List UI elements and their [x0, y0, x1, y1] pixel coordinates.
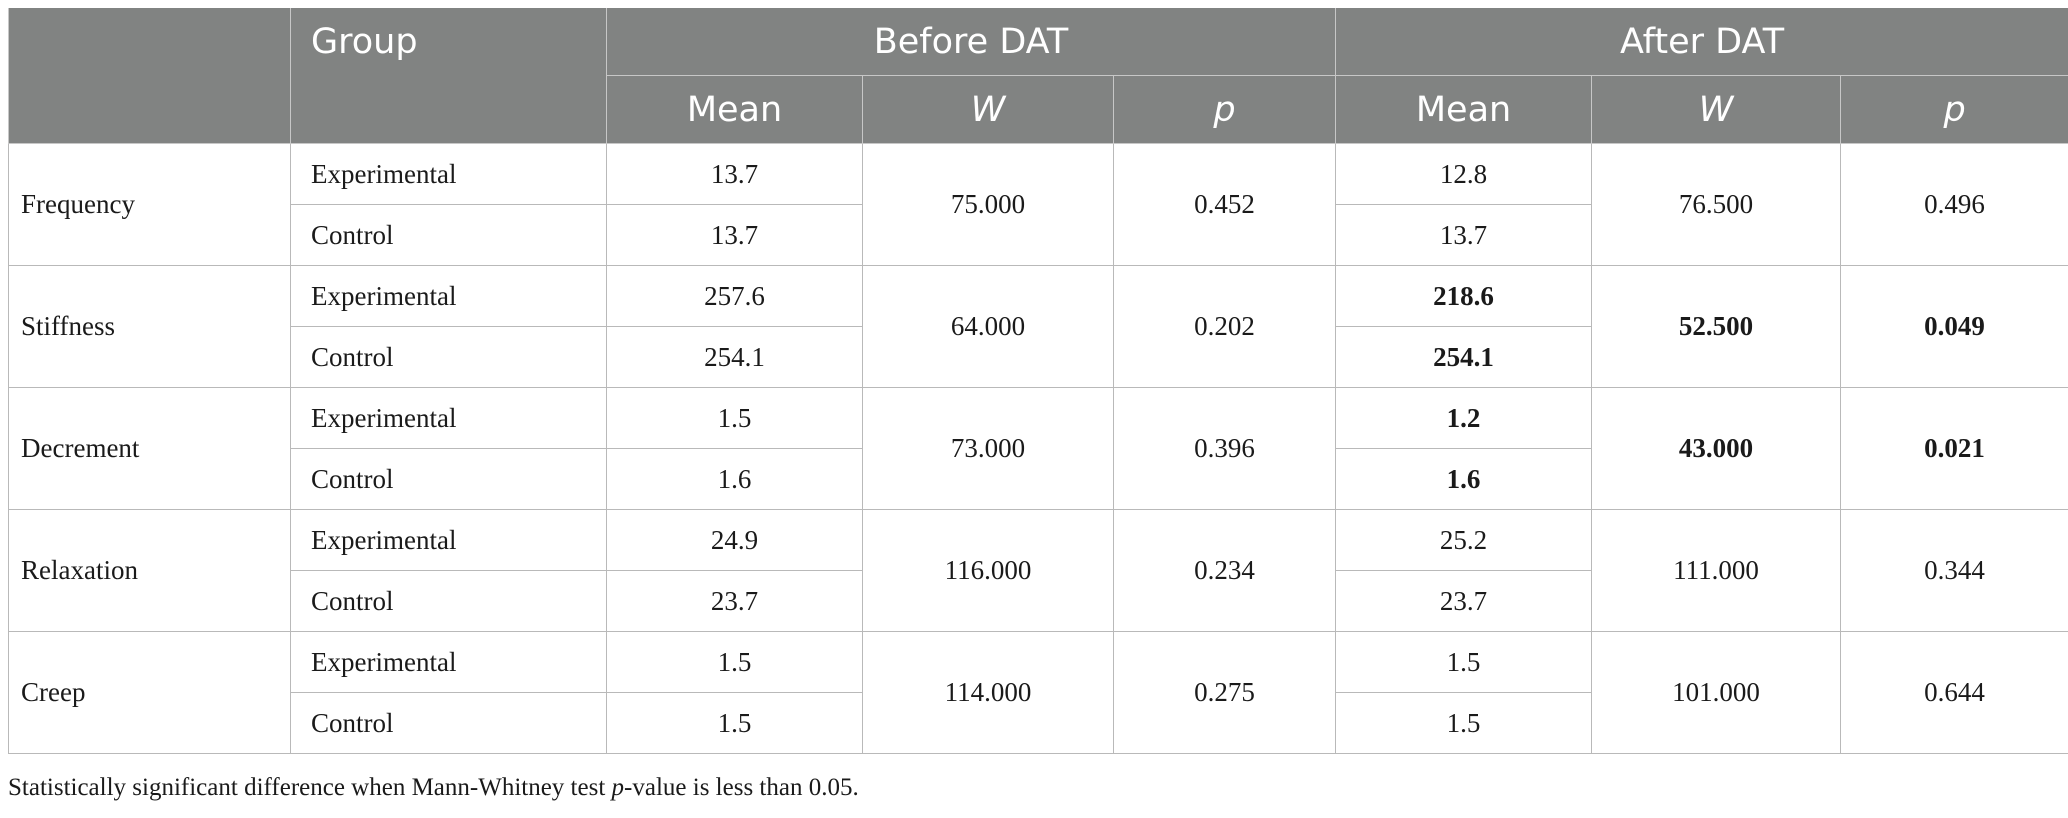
after-mean-cell: 12.8 [1335, 143, 1593, 205]
before-mean-cell: 1.6 [606, 448, 863, 510]
footnote-prefix: Statistically significant difference whe… [8, 774, 612, 801]
results-table: Group Before DAT After DAT Mean W p Mean… [8, 8, 2068, 754]
before-mean-cell: 254.1 [606, 326, 863, 388]
table-row: Creep Experimental 1.5 114.000 0.275 1.5 101.0… [8, 631, 2068, 754]
before-w-cell: 114.000 [862, 631, 1114, 754]
group-cell: Experimental [290, 265, 607, 327]
after-p-cell: 0.049 [1840, 265, 2068, 388]
after-p-cell: 0.344 [1840, 509, 2068, 632]
group-cell: Control [290, 692, 607, 754]
group-cell: Control [290, 570, 607, 632]
after-mean-cell: 23.7 [1335, 570, 1593, 632]
before-mean-cell: 23.7 [606, 570, 863, 632]
header-after-p: p [1840, 75, 2068, 144]
header-group: Group [290, 8, 607, 144]
footnote-suffix: -value is less than 0.05. [624, 774, 859, 801]
before-w-cell: 75.000 [862, 143, 1114, 266]
after-w-cell: 43.000 [1591, 387, 1842, 510]
before-p-cell: 0.396 [1112, 387, 1337, 510]
table-body: Frequency Experimental 13.7 75.000 0.452 12.8… [8, 143, 2068, 754]
table-header: Group Before DAT After DAT Mean W p Mean… [8, 8, 2068, 144]
after-mean-cell: 25.2 [1335, 509, 1593, 571]
header-before-dat: Before DAT [605, 8, 1337, 76]
header-before-w: W [862, 75, 1114, 144]
after-p-cell: 0.496 [1840, 143, 2068, 266]
group-cell: Experimental [290, 631, 607, 693]
before-mean-cell: 1.5 [606, 387, 863, 449]
after-mean-cell: 1.5 [1335, 692, 1593, 754]
before-mean-cell: 1.5 [606, 631, 863, 693]
after-mean-cell: 1.2 [1335, 387, 1593, 449]
before-p-cell: 0.275 [1112, 631, 1337, 754]
before-mean-cell: 13.7 [606, 143, 863, 205]
group-cell: Control [290, 204, 607, 266]
before-mean-cell: 257.6 [606, 265, 863, 327]
results-table-container: Group Before DAT After DAT Mean W p Mean… [8, 8, 2068, 801]
variable-cell: Frequency [8, 143, 291, 266]
after-w-cell: 76.500 [1591, 143, 1842, 266]
after-mean-cell: 254.1 [1335, 326, 1593, 388]
before-mean-cell: 1.5 [606, 692, 863, 754]
before-w-cell: 116.000 [862, 509, 1114, 632]
after-w-cell: 101.000 [1591, 631, 1842, 754]
after-p-cell: 0.021 [1840, 387, 2068, 510]
variable-cell: Stiffness [8, 265, 291, 388]
variable-cell: Decrement [8, 387, 291, 510]
table-row: Frequency Experimental 13.7 75.000 0.452 12.8… [8, 143, 2068, 266]
header-variable-blank [8, 8, 291, 144]
variable-cell: Creep [8, 631, 291, 754]
header-after-w: W [1591, 75, 1842, 144]
table-row: Control 23.7 23.7 [9, 570, 2068, 632]
before-w-cell: 73.000 [862, 387, 1114, 510]
header-before-mean: Mean [606, 75, 863, 144]
table-row: Control 13.7 13.7 [9, 204, 2068, 266]
table-row: Decrement Experimental 1.5 73.000 0.396 1.2 43… [8, 387, 2068, 510]
after-mean-cell: 1.6 [1335, 448, 1593, 510]
before-p-cell: 0.202 [1112, 265, 1337, 388]
table-row: Relaxation Experimental 24.9 116.000 0.234 25… [8, 509, 2068, 632]
footnote-p: p [611, 774, 625, 801]
header-before-p: p [1112, 75, 1337, 144]
after-w-cell: 52.500 [1591, 265, 1842, 388]
group-cell: Experimental [290, 509, 607, 571]
group-cell: Control [290, 448, 607, 510]
group-cell: Experimental [290, 143, 607, 205]
after-w-cell: 111.000 [1591, 509, 1842, 632]
table-footnote: Statistically significant difference whe… [8, 774, 859, 802]
before-mean-cell: 24.9 [606, 509, 863, 571]
before-p-cell: 0.452 [1112, 143, 1337, 266]
before-p-cell: 0.234 [1112, 509, 1337, 632]
group-cell: Control [290, 326, 607, 388]
table-row: Control 1.5 1.5 [9, 692, 2068, 754]
before-w-cell: 64.000 [862, 265, 1114, 388]
variable-cell: Relaxation [8, 509, 291, 632]
table-row: Stiffness Experimental 257.6 64.000 0.202 218… [8, 265, 2068, 388]
group-cell: Experimental [290, 387, 607, 449]
header-after-dat: After DAT [1335, 8, 2068, 76]
before-mean-cell: 13.7 [606, 204, 863, 266]
header-after-mean: Mean [1335, 75, 1593, 144]
after-mean-cell: 13.7 [1335, 204, 1593, 266]
after-mean-cell: 218.6 [1335, 265, 1593, 327]
after-p-cell: 0.644 [1840, 631, 2068, 754]
after-mean-cell: 1.5 [1335, 631, 1593, 693]
